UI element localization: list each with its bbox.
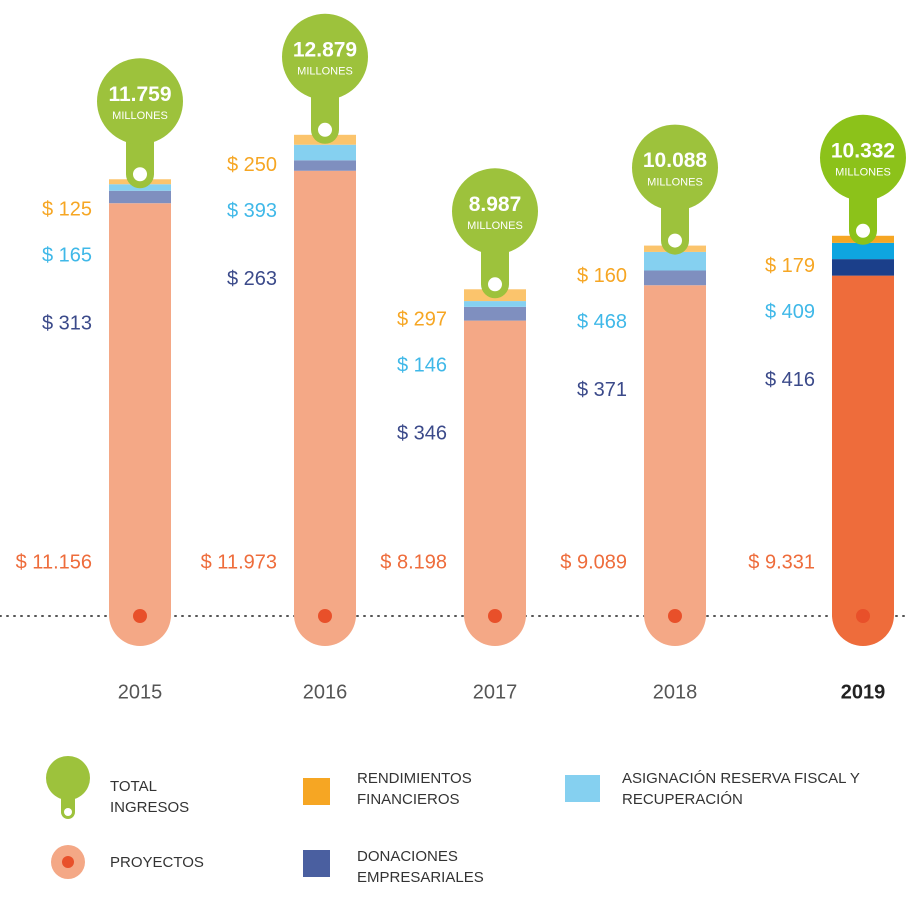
value-label: $ 9.331	[748, 551, 815, 573]
bubble-stem	[311, 94, 339, 144]
value-label: $ 165	[42, 245, 92, 267]
value-label: $ 179	[765, 255, 815, 277]
bar-segment	[464, 320, 526, 646]
bubble	[632, 124, 718, 211]
bar-segment	[294, 144, 356, 161]
value-label: $ 393	[227, 200, 277, 222]
bar-segment	[464, 301, 526, 307]
base-dot	[488, 609, 502, 623]
base-dot	[133, 609, 147, 623]
bubble-ring	[318, 122, 332, 137]
base-dot	[318, 609, 332, 623]
legend-marker	[565, 775, 600, 802]
legend-total: TOTAL INGRESOS	[110, 778, 190, 816]
value-label: $ 8.198	[380, 551, 447, 573]
bubble-ring	[668, 233, 682, 248]
legend-total-ring	[64, 808, 72, 816]
bubble-stem	[126, 139, 154, 189]
bubble-ring	[856, 223, 870, 238]
total-unit: MILLONES	[647, 176, 703, 188]
value-label: $ 9.089	[560, 551, 627, 573]
bar-segment	[109, 203, 171, 646]
value-label: $ 146	[397, 355, 447, 377]
bar-segment	[832, 275, 894, 646]
value-label: $ 160	[577, 265, 627, 287]
bubble	[820, 114, 906, 201]
value-label: $ 125	[42, 199, 92, 221]
bar-segment	[294, 160, 356, 171]
value-label: $ 371	[577, 379, 627, 401]
value-label: $ 250	[227, 154, 277, 176]
value-label: $ 416	[765, 369, 815, 391]
x-tick-label: 2019	[841, 681, 886, 703]
x-tick-label: 2017	[473, 681, 518, 703]
total-unit: MILLONES	[112, 110, 168, 122]
base-dot	[668, 609, 682, 623]
bar-segment	[644, 270, 706, 286]
value-label: $ 346	[397, 423, 447, 445]
x-tick-label: 2018	[653, 681, 698, 703]
value-label: $ 11.156	[16, 551, 92, 573]
legend-marker	[303, 850, 330, 877]
legend-total-marker	[46, 756, 90, 800]
legend-series: PROYECTOS	[110, 854, 204, 871]
bubble-ring	[133, 167, 147, 182]
value-label: $ 11.973	[201, 551, 277, 573]
bar-segment	[644, 285, 706, 646]
bubble	[452, 168, 538, 255]
bubble	[282, 13, 368, 100]
bar-segment	[832, 242, 894, 260]
bubble	[97, 58, 183, 145]
bar-segment	[109, 190, 171, 204]
total-label: 12.879	[293, 38, 357, 61]
bubble-stem	[849, 195, 877, 245]
bar-segment	[294, 170, 356, 646]
legend-marker	[303, 778, 330, 805]
bar-segment	[464, 306, 526, 321]
value-label: $ 468	[577, 311, 627, 333]
legend-marker-dot	[62, 856, 74, 868]
legend-series: DONACIONES EMPRESARIALES	[357, 848, 484, 886]
total-unit: MILLONES	[835, 167, 891, 179]
value-label: $ 313	[42, 313, 92, 335]
legend-series: ASIGNACIÓN RESERVA FISCAL Y RECUPERACIÓN	[622, 770, 860, 808]
bubble-stem	[661, 205, 689, 255]
bar-segment	[832, 259, 894, 276]
total-label: 10.088	[643, 149, 708, 172]
value-label: $ 297	[397, 309, 447, 331]
value-label: $ 263	[227, 268, 277, 290]
total-label: 11.759	[108, 83, 171, 106]
value-label: $ 409	[765, 301, 815, 323]
bar-segment	[644, 251, 706, 271]
total-unit: MILLONES	[297, 66, 353, 78]
base-dot	[856, 609, 870, 623]
total-label: 8.987	[469, 193, 522, 216]
total-unit: MILLONES	[467, 220, 523, 232]
total-label: 10.332	[831, 139, 895, 162]
bubble-stem	[481, 249, 509, 299]
legend-series: RENDIMIENTOS FINANCIEROS	[357, 770, 472, 808]
bubble-ring	[488, 277, 502, 292]
x-tick-label: 2016	[303, 681, 348, 703]
x-tick-label: 2015	[118, 681, 163, 703]
